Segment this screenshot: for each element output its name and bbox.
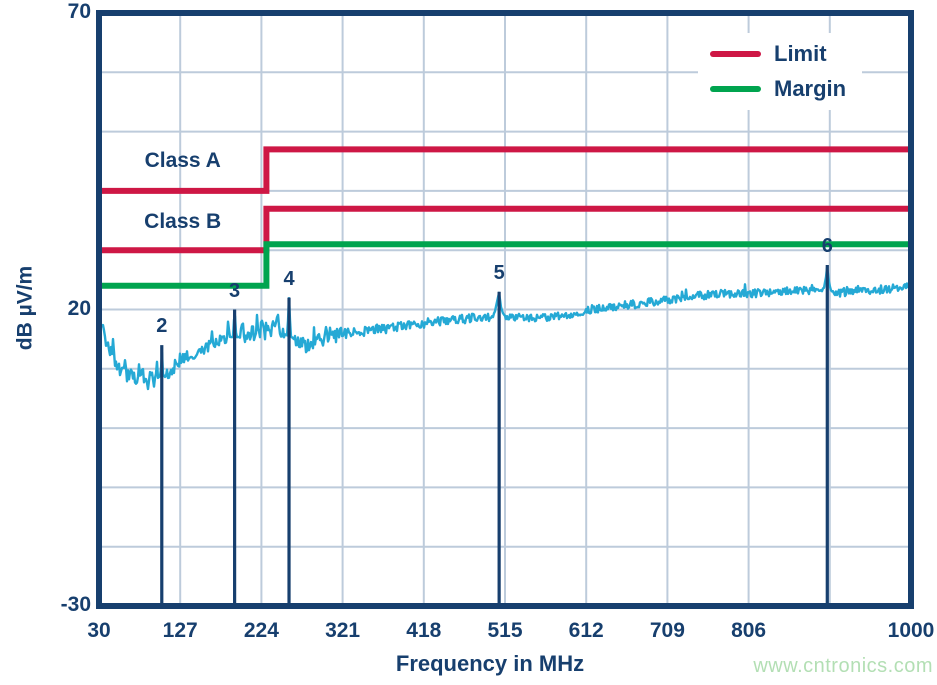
legend-item-limit: Limit — [710, 41, 846, 67]
watermark: www.cntronics.com — [753, 655, 933, 677]
x-tick-label-127: 127 — [162, 619, 198, 642]
legend-label-limit: Limit — [774, 41, 827, 66]
marker-label-3: 3 — [229, 279, 241, 302]
y-tick-label-20: 20 — [67, 296, 91, 320]
legend-item-margin: Margin — [710, 76, 846, 102]
marker-label-6: 6 — [821, 235, 833, 258]
class-a-label: Class A — [144, 148, 221, 172]
class-b-label: Class B — [144, 210, 222, 234]
x-axis-title: Frequency in MHz — [395, 651, 585, 676]
x-tick-label-1000: 1000 — [887, 619, 935, 642]
x-tick-label-321: 321 — [325, 619, 361, 642]
y-tick-label--30: -30 — [60, 593, 91, 616]
margin-line-swatch — [710, 86, 761, 92]
x-tick-label-515: 515 — [487, 619, 523, 642]
marker-label-5: 5 — [493, 261, 505, 284]
x-tick-label-806: 806 — [731, 619, 767, 642]
legend-label-margin: Margin — [774, 76, 847, 101]
x-tick-label-709: 709 — [649, 619, 685, 642]
limit-line-swatch — [710, 51, 761, 57]
x-tick-label-418: 418 — [406, 619, 442, 642]
x-tick-label-30: 30 — [87, 619, 111, 642]
x-tick-label-612: 612 — [568, 619, 604, 642]
x-tick-label-224: 224 — [243, 619, 279, 642]
marker-label-2: 2 — [156, 315, 168, 338]
y-tick-label-70: 70 — [67, 0, 91, 23]
legend: Limit Margin — [698, 33, 863, 110]
marker-label-4: 4 — [283, 267, 295, 290]
